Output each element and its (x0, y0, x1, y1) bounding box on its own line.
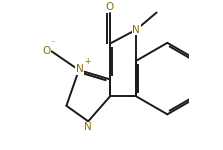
Text: O: O (106, 2, 114, 12)
Text: N: N (84, 122, 92, 132)
Text: N: N (76, 64, 83, 74)
Text: N: N (132, 25, 140, 35)
Text: ⁻: ⁻ (50, 38, 55, 47)
Text: +: + (84, 57, 91, 66)
Text: O: O (43, 46, 51, 56)
